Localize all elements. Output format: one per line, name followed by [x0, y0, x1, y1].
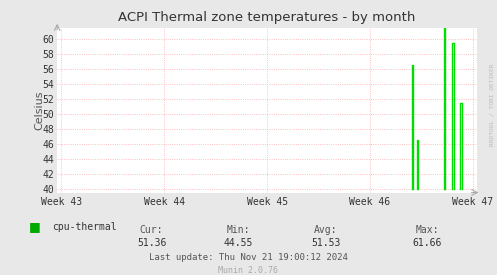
Text: Min:: Min:: [227, 225, 250, 235]
Text: 51.36: 51.36: [137, 238, 166, 248]
Text: 61.66: 61.66: [413, 238, 442, 248]
Text: ■: ■: [29, 220, 41, 233]
Text: RRDTOOL / TOBI OETIKER: RRDTOOL / TOBI OETIKER: [490, 63, 495, 146]
Y-axis label: Celsius: Celsius: [35, 90, 45, 130]
Text: cpu-thermal: cpu-thermal: [52, 222, 117, 232]
Title: ACPI Thermal zone temperatures - by month: ACPI Thermal zone temperatures - by mont…: [118, 10, 416, 24]
Text: 44.55: 44.55: [224, 238, 253, 248]
Text: 51.53: 51.53: [311, 238, 340, 248]
Text: Avg:: Avg:: [314, 225, 337, 235]
Text: Cur:: Cur:: [140, 225, 164, 235]
Text: Last update: Thu Nov 21 19:00:12 2024: Last update: Thu Nov 21 19:00:12 2024: [149, 253, 348, 262]
Text: Munin 2.0.76: Munin 2.0.76: [219, 266, 278, 274]
Text: Max:: Max:: [415, 225, 439, 235]
